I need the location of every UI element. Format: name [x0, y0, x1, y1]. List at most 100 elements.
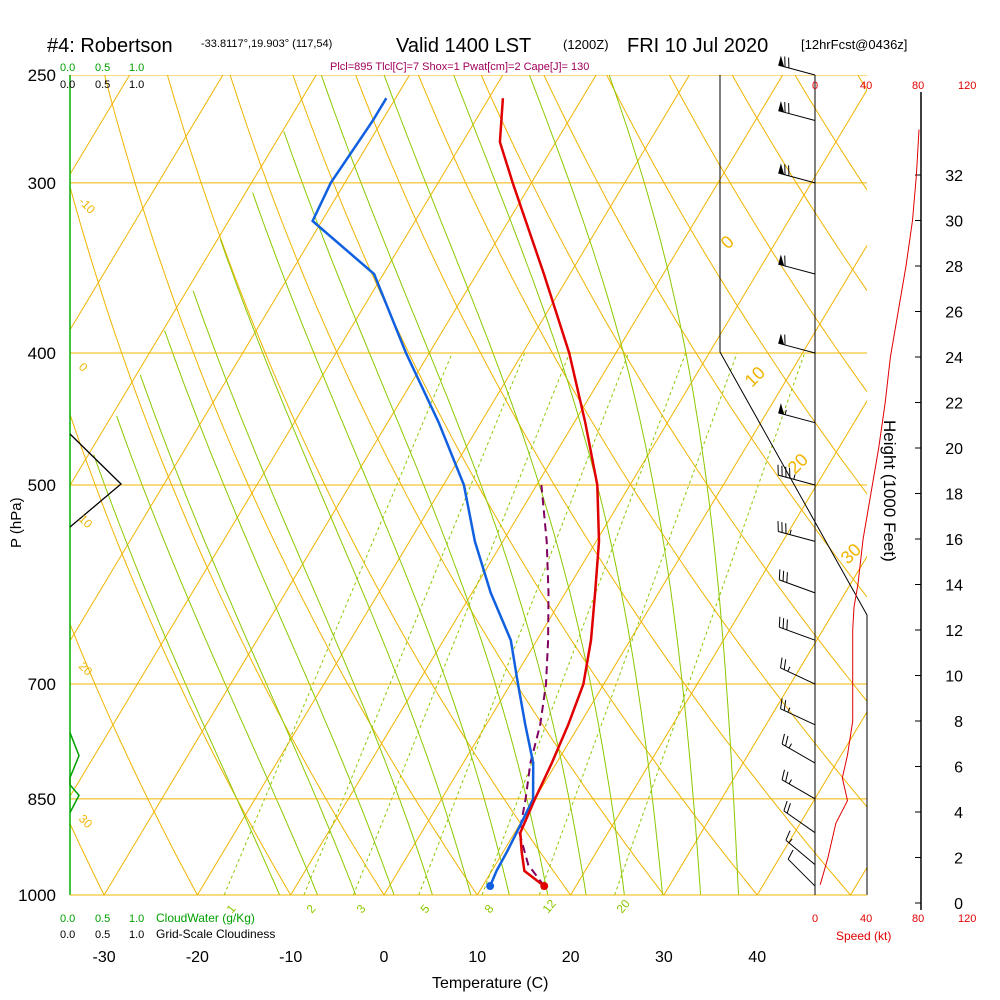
cloudwater-scale-top-2: 1.0 — [129, 62, 144, 74]
cloudwater-label: CloudWater (g/Kg) — [156, 911, 255, 925]
moist-adiabat-line — [453, 75, 664, 895]
barb-flag — [778, 55, 785, 67]
barb-full — [783, 700, 787, 711]
isotherm-label-left: 10 — [76, 512, 96, 532]
barb-flag — [778, 163, 785, 175]
speed-axis-label: Speed (kt) — [836, 929, 891, 943]
dry-adiabat-line — [543, 75, 867, 598]
isotherm-label-left: -10 — [76, 194, 98, 216]
barb-staff — [778, 64, 816, 76]
wind-barb — [780, 698, 816, 726]
barb-staff — [785, 839, 816, 866]
barb-staff — [778, 531, 816, 542]
x-tick-label: 40 — [748, 949, 766, 966]
dry-adiabat-line — [606, 75, 867, 495]
barb-staff — [783, 810, 816, 834]
x-tick-label: 20 — [562, 949, 580, 966]
wind-barb — [780, 657, 816, 685]
barb-full — [781, 769, 785, 780]
barb-half — [787, 666, 791, 672]
speed-scale-bottom-3: 120 — [958, 913, 976, 925]
height-tick-label: 24 — [945, 350, 963, 367]
background-grid — [70, 75, 867, 895]
moist-adiabat-line — [383, 75, 625, 895]
cloudwater-scale-top-0: 0.0 — [60, 62, 75, 74]
wind-barb — [778, 616, 816, 641]
mixing-ratio-line — [481, 352, 687, 895]
wind-barb — [778, 254, 816, 275]
moist-adiabat-line — [252, 192, 510, 895]
moist-adiabat-line — [283, 131, 549, 895]
wind-barb — [787, 849, 816, 887]
utc-time: (1200Z) — [563, 37, 609, 52]
barb-flag — [778, 333, 785, 345]
barb-staff — [781, 779, 816, 800]
cloudiness-profile — [69, 433, 122, 528]
temperature-line — [498, 98, 601, 888]
cloudwater-scale-bottom-2: 1.0 — [129, 913, 144, 925]
y-tick-label: 700 — [28, 675, 56, 694]
surface-dewpoint-marker — [486, 882, 495, 891]
barb-full — [783, 659, 787, 670]
barb-staff — [778, 110, 816, 122]
moist-adiabat-line — [139, 374, 357, 895]
moist-adiabat-line — [164, 330, 395, 895]
isotherm-label-right: 10 — [741, 363, 769, 391]
barb-full — [780, 657, 783, 669]
mixing-ratio-line — [418, 352, 630, 895]
isotherm-label-left: 30 — [76, 812, 96, 832]
barb-half — [787, 707, 791, 713]
barb-full — [785, 830, 791, 841]
barb-staff — [780, 708, 816, 726]
barb-full — [786, 619, 788, 630]
barb-half — [784, 409, 787, 415]
cloudiness-scale-top-1: 0.5 — [95, 79, 110, 91]
wind-barb — [778, 101, 816, 122]
valid-time: Valid 1400 LST — [396, 35, 531, 57]
dry-adiabat-line — [417, 75, 867, 808]
isotherm-line — [383, 89, 867, 895]
moist-adiabat-line — [320, 75, 587, 895]
isotherm-line — [849, 866, 867, 895]
dry-adiabat-line — [355, 75, 852, 895]
barb-full — [782, 618, 785, 629]
moist-adiabat-line — [192, 290, 433, 895]
isotherm-line — [70, 75, 411, 642]
wind-panel — [777, 55, 922, 910]
dry-adiabat-line — [70, 822, 105, 895]
forecast-info: [12hrFcst@0436z] — [801, 37, 907, 52]
height-tick-label: 12 — [945, 623, 963, 640]
surface-temperature-marker — [540, 882, 549, 891]
wind-barb — [785, 830, 816, 866]
barb-flag — [778, 403, 785, 415]
isotherm-line — [70, 75, 504, 798]
barb-full — [781, 733, 785, 745]
y-tick-label: 300 — [28, 174, 56, 193]
y-axis-title: P (hPa) — [8, 497, 25, 548]
moist-adiabat-line — [528, 75, 702, 895]
height-tick-label: 14 — [945, 578, 963, 595]
barb-staff — [787, 858, 816, 887]
isotherm-line — [70, 75, 131, 176]
wind-barb — [781, 733, 816, 764]
isotherm-line — [103, 75, 597, 895]
height-tick-label: 6 — [954, 760, 963, 777]
barb-staff — [781, 743, 816, 764]
speed-profile-line — [819, 129, 920, 885]
wind-barb — [777, 464, 816, 486]
barb-full — [782, 570, 785, 582]
isotherm-label-left: 20 — [76, 659, 96, 679]
isotherm-label-left: 0 — [76, 360, 91, 375]
mixing-ratio-line — [223, 352, 453, 895]
barb-staff — [778, 474, 816, 486]
mixing-ratio-line — [538, 352, 738, 895]
dewpoint-line — [311, 97, 535, 887]
barb-half — [788, 743, 792, 749]
mixing-ratio-label: 12 — [540, 896, 560, 915]
barb-full — [778, 569, 781, 580]
speed-scale-bottom-0: 0 — [812, 913, 818, 925]
isotherm-line — [290, 75, 784, 895]
wind-barb — [778, 55, 816, 76]
height-tick-label: 0 — [954, 896, 963, 913]
